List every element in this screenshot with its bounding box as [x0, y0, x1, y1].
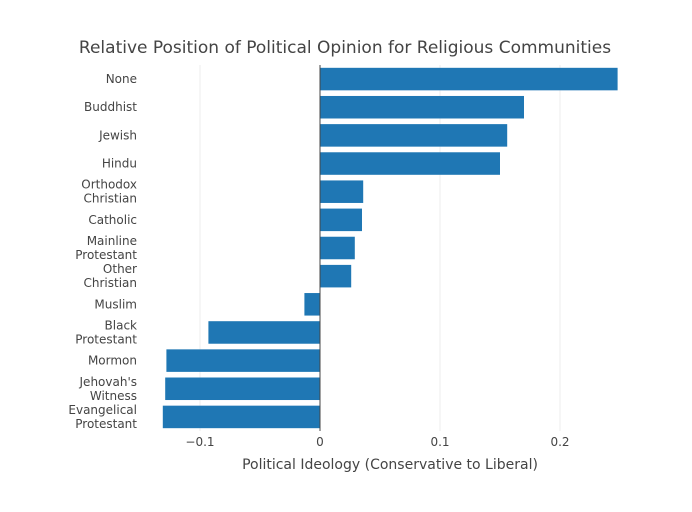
bar	[208, 321, 320, 344]
category-label: Catholic	[88, 213, 137, 227]
category-label: Evangelical Protestant	[68, 403, 137, 431]
category-label: Buddhist	[84, 100, 137, 114]
bars	[163, 65, 618, 431]
category-label: Other Christian	[83, 262, 137, 290]
category-label: Muslim	[94, 297, 137, 311]
x-axis-title: Political Ideology (Conservative to Libe…	[242, 457, 538, 473]
chart-title: Relative Position of Political Opinion f…	[79, 38, 611, 58]
x-axis-ticks: −0.1 0 0.1 0.2	[185, 435, 569, 449]
x-tick-label: −0.1	[185, 435, 214, 449]
bar	[320, 68, 618, 91]
x-tick-label: 0.1	[430, 435, 449, 449]
x-tick-label: 0	[316, 435, 324, 449]
gridlines	[200, 65, 560, 431]
bar	[320, 180, 363, 203]
category-label: Jewish	[98, 128, 137, 142]
bar	[163, 406, 320, 429]
bar	[166, 349, 320, 372]
category-label: Orthodox Christian	[81, 178, 137, 206]
bar	[320, 96, 524, 119]
category-label: Black Protestant	[75, 318, 137, 346]
category-label: Mormon	[88, 354, 137, 368]
bar	[304, 293, 320, 316]
bar	[320, 265, 351, 288]
category-label: None	[106, 72, 137, 86]
category-label: Mainline Protestant	[75, 234, 137, 262]
bar	[320, 209, 362, 232]
category-label: Jehovah's Witness	[79, 375, 137, 403]
x-tick-label: 0.2	[550, 435, 569, 449]
category-labels: None Buddhist Jewish Hindu Orthodox Christian…	[68, 72, 137, 431]
bar	[320, 152, 500, 175]
category-label: Hindu	[102, 157, 137, 171]
bar	[165, 378, 320, 401]
bar	[320, 237, 355, 260]
bar	[320, 124, 507, 147]
